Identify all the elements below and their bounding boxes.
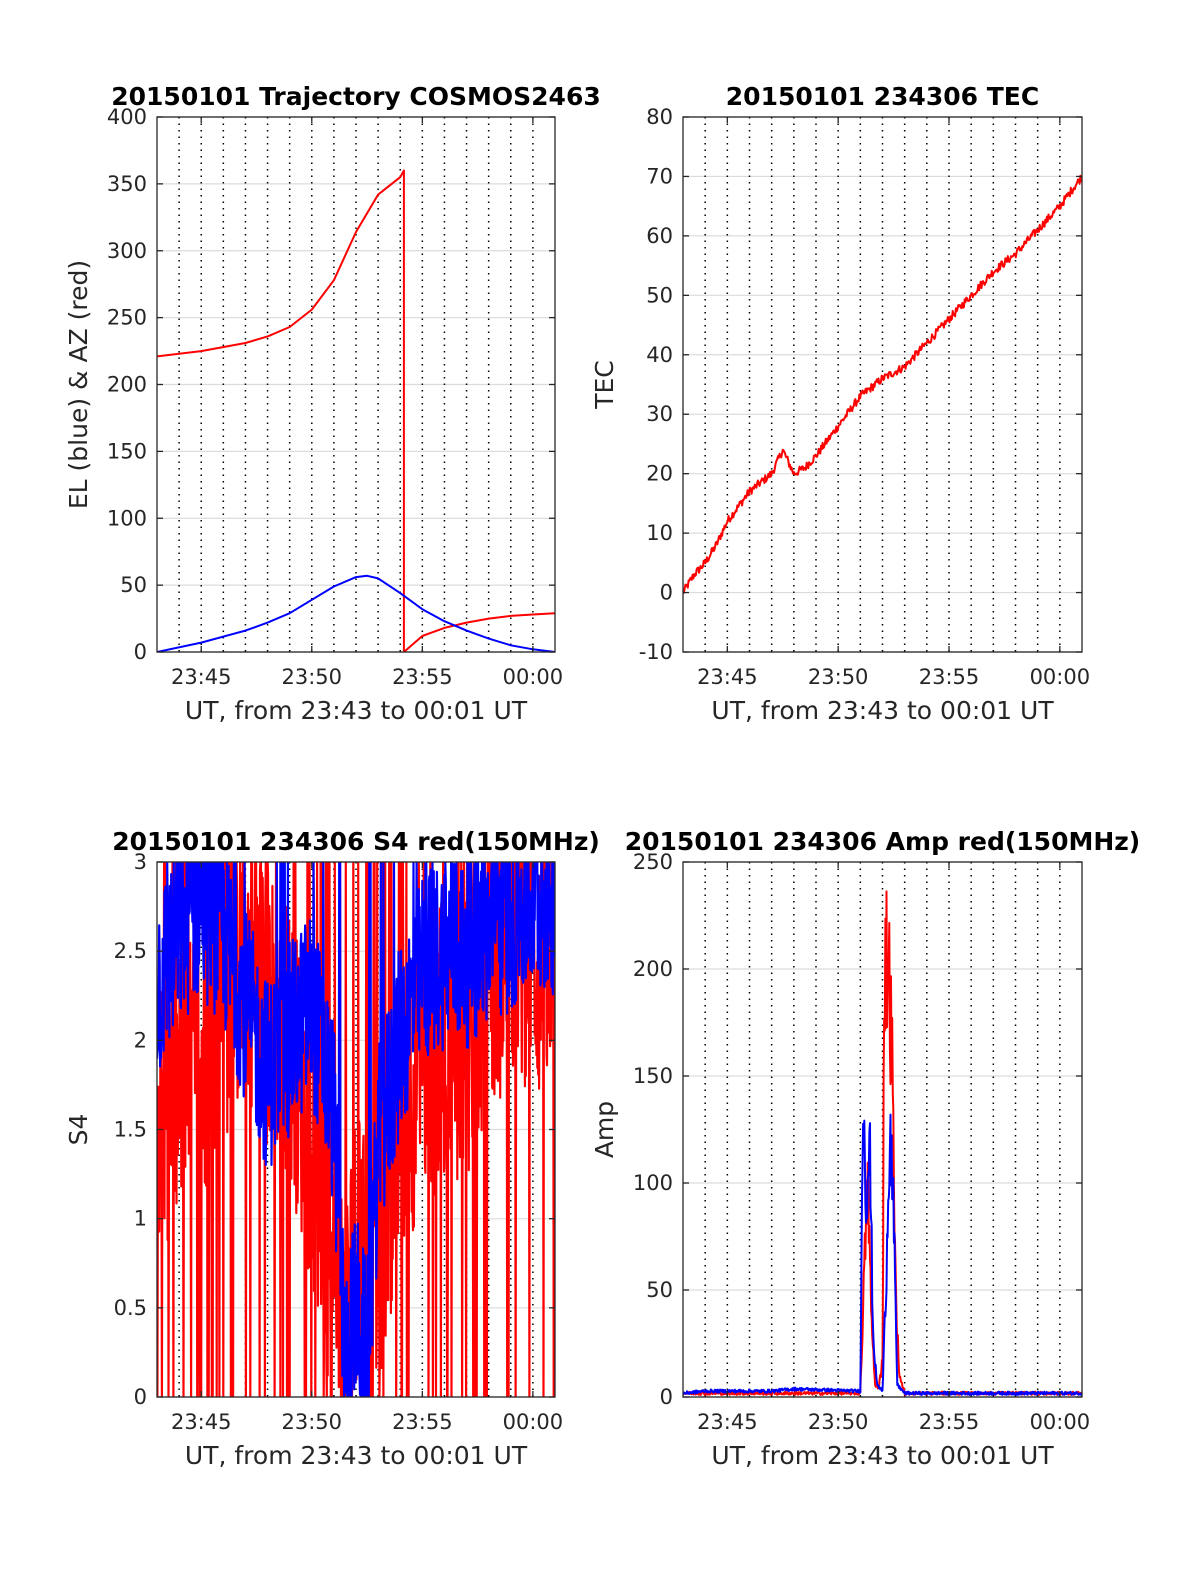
y-tick-label: 150: [107, 439, 147, 463]
y-tick-label: 10: [646, 521, 673, 545]
y-tick-label: 70: [646, 164, 673, 188]
axes-box: [682, 116, 1083, 653]
y-tick-label: 250: [633, 850, 673, 874]
series-group: [157, 169, 555, 652]
x-tick-label: 23:55: [919, 665, 980, 689]
x-tick-label: 23:45: [697, 665, 758, 689]
x-tick-label: 23:45: [171, 1410, 232, 1434]
y-tick-label: 350: [107, 172, 147, 196]
y-axis-label: Amp: [590, 1101, 619, 1158]
series-blue-line: [157, 862, 555, 1397]
series-group: [683, 890, 1082, 1396]
y-tick-label: 0: [660, 1385, 673, 1409]
series-blue-line: [683, 1113, 1082, 1396]
panel-amp: 0 50 100 150 200 250 23:45 23:50 23:55 00:00 UT, f…: [590, 827, 1140, 1470]
x-axis-label: UT, from 23:43 to 00:01 UT: [185, 696, 528, 725]
y-tick-label: 100: [107, 506, 147, 530]
y-tick-label: 100: [633, 1171, 673, 1195]
y-tick-label: 50: [646, 1278, 673, 1302]
y-tick-label: -10: [639, 640, 673, 664]
series-group: [157, 862, 555, 1397]
series-el-line: [157, 574, 555, 652]
y-tick-label: 250: [107, 306, 147, 330]
x-tick-label: 23:55: [919, 1410, 980, 1434]
x-tick-label: 23:50: [808, 665, 869, 689]
y-tick-label: 0.5: [114, 1296, 147, 1320]
y-tick-label: 50: [646, 283, 673, 307]
chart-title: 20150101 234306 Amp red(150MHz): [625, 827, 1141, 856]
x-axis-label: UT, from 23:43 to 00:01 UT: [711, 1441, 1054, 1470]
series-tec-line: [683, 174, 1082, 594]
x-tick-label: 23:50: [808, 1410, 869, 1434]
y-tick-label: 3: [134, 850, 147, 874]
series-az-line: [157, 169, 555, 652]
chart-title: 20150101 234306 TEC: [726, 82, 1039, 111]
x-tick-label: 00:00: [1030, 1410, 1091, 1434]
y-axis-label: TEC: [590, 360, 619, 410]
y-tick-label: 2: [134, 1028, 147, 1052]
x-tick-label: 23:50: [282, 1410, 343, 1434]
x-tick-label: 00:00: [1030, 665, 1091, 689]
y-tick-label: 50: [120, 573, 147, 597]
y-tick-label: 400: [107, 105, 147, 129]
y-axis-label: EL (blue) & AZ (red): [64, 260, 93, 509]
x-tick-label: 00:00: [503, 665, 564, 689]
x-axis-label: UT, from 23:43 to 00:01 UT: [711, 696, 1054, 725]
y-tick-label: 150: [633, 1064, 673, 1088]
y-tick-label: 80: [646, 105, 673, 129]
y-tick-label: 0: [660, 581, 673, 605]
x-axis-label: UT, from 23:43 to 00:01 UT: [185, 1441, 528, 1470]
panel-tec: -10 0 10 20 30 40 50 60 70 80 23:45 23:50 23:55 00:00…: [590, 82, 1090, 725]
y-tick-label: 40: [646, 343, 673, 367]
y-tick-label: 20: [646, 462, 673, 486]
chart-title: 20150101 Trajectory COSMOS2463: [111, 82, 601, 111]
y-axis-label: S4: [64, 1114, 93, 1146]
y-tick-label: 1.5: [114, 1118, 147, 1142]
y-tick-label: 60: [646, 224, 673, 248]
y-tick-label: 2.5: [114, 939, 147, 963]
x-tick-label: 23:55: [392, 1410, 453, 1434]
x-tick-label: 23:45: [171, 665, 232, 689]
x-tick-label: 23:50: [282, 665, 343, 689]
chart-title: 20150101 234306 S4 red(150MHz): [112, 827, 600, 856]
y-tick-label: 200: [633, 957, 673, 981]
y-tick-label: 0: [134, 640, 147, 664]
panel-traj: 0 50 100 150 200 250 300 350 400 23:45 23:50 23:55 0…: [64, 82, 601, 725]
series-group: [683, 174, 1082, 594]
y-tick-label: 300: [107, 239, 147, 263]
x-tick-label: 23:45: [697, 1410, 758, 1434]
panel-s4: 0 0.5 1 1.5 2 2.5 3 23:45 23:50 23:55 00:00 UT, fro…: [64, 827, 600, 1470]
y-tick-label: 0: [134, 1385, 147, 1409]
y-tick-label: 200: [107, 373, 147, 397]
x-tick-label: 00:00: [503, 1410, 564, 1434]
axes-box: [682, 861, 1083, 1398]
x-tick-label: 23:55: [392, 665, 453, 689]
y-tick-label: 30: [646, 402, 673, 426]
y-tick-label: 1: [134, 1207, 147, 1231]
